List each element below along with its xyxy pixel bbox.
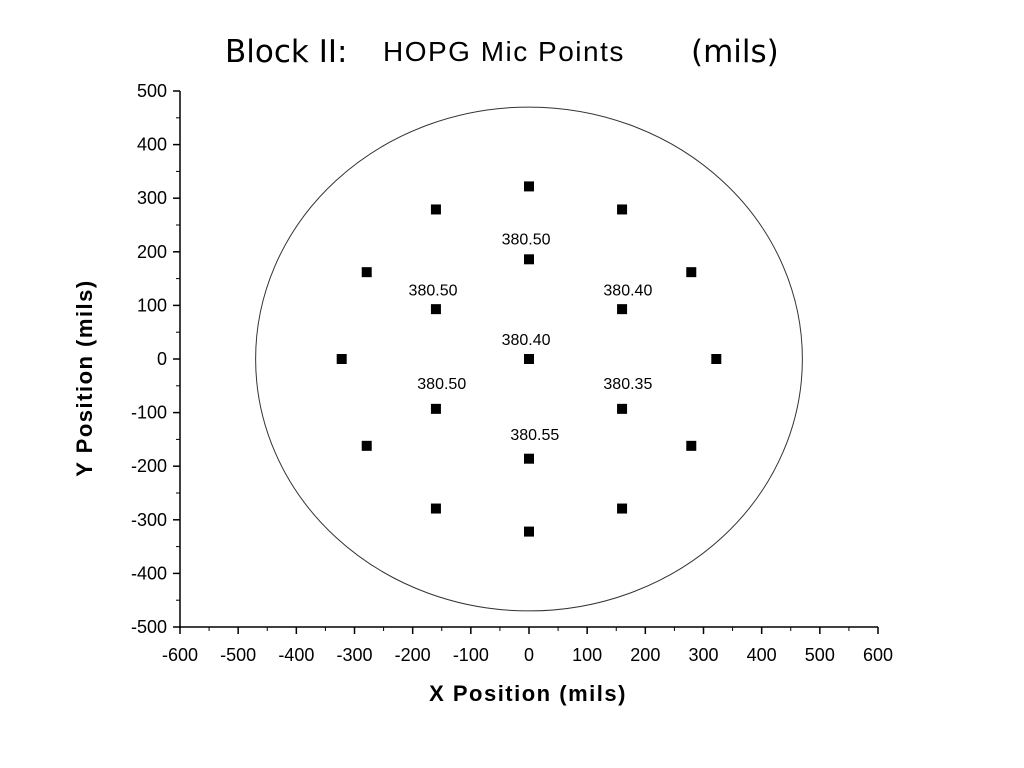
x-tick-label-2: -400 bbox=[278, 645, 314, 665]
title-part-block: Block II: bbox=[225, 34, 347, 70]
data-label-6: 380.55 bbox=[510, 427, 559, 444]
data-point-15 bbox=[524, 453, 534, 464]
wafer-circle bbox=[255, 106, 803, 612]
x-tick-label-10: 400 bbox=[747, 645, 777, 665]
title-part-units: (mils) bbox=[691, 34, 779, 70]
data-point-9 bbox=[524, 354, 534, 364]
title-part-hopg: HOPG Mic Points bbox=[383, 36, 625, 67]
data-point-11 bbox=[430, 403, 441, 414]
data-label-3: 380.40 bbox=[502, 332, 551, 349]
data-point-12 bbox=[617, 403, 628, 414]
data-point-17 bbox=[617, 503, 628, 514]
data-point-18 bbox=[524, 526, 534, 537]
data-point-7 bbox=[617, 304, 628, 315]
y-tick-label-4: 100 bbox=[137, 295, 167, 315]
x-tick-label-8: 200 bbox=[630, 645, 660, 665]
data-point-3 bbox=[524, 254, 534, 265]
y-tick-label-7: -200 bbox=[131, 456, 167, 476]
x-tick-label-6: 0 bbox=[524, 645, 534, 665]
data-label-4: 380.50 bbox=[417, 376, 466, 393]
y-tick-label-5: 0 bbox=[157, 349, 167, 369]
data-point-0 bbox=[524, 181, 534, 192]
data-point-2 bbox=[617, 204, 628, 215]
y-axis-title: Y Position (mils) bbox=[72, 279, 97, 476]
x-tick-label-0: -600 bbox=[162, 645, 198, 665]
plot-area: -600 -500 -400 -300 -200 -100 0 100 200 300 400 500… bbox=[131, 81, 893, 665]
x-tick-label-12: 600 bbox=[863, 645, 893, 665]
data-point-1 bbox=[430, 204, 441, 215]
data-point-4 bbox=[361, 267, 372, 278]
data-point-8 bbox=[336, 354, 347, 364]
y-tick-label-2: 300 bbox=[137, 188, 167, 208]
data-point-14 bbox=[686, 440, 697, 451]
y-tick-label-0: 500 bbox=[137, 81, 167, 101]
data-label-2: 380.40 bbox=[603, 282, 652, 299]
x-tick-label-3: -300 bbox=[336, 645, 372, 665]
data-point-5 bbox=[686, 267, 697, 278]
data-label-0: 380.50 bbox=[502, 231, 551, 248]
x-tick-label-9: 300 bbox=[688, 645, 718, 665]
data-point-6 bbox=[430, 304, 441, 315]
data-label-1: 380.50 bbox=[409, 282, 458, 299]
y-tick-label-1: 400 bbox=[137, 135, 167, 155]
x-axis-title: X Position (mils) bbox=[429, 681, 627, 706]
y-tick-label-3: 200 bbox=[137, 242, 167, 262]
x-tick-label-4: -200 bbox=[395, 645, 431, 665]
data-point-16 bbox=[430, 503, 441, 514]
data-label-5: 380.35 bbox=[603, 376, 652, 393]
x-tick-label-5: -100 bbox=[453, 645, 489, 665]
x-tick-label-1: -500 bbox=[220, 645, 256, 665]
y-tick-label-10: -500 bbox=[131, 617, 167, 637]
y-tick-label-9: -400 bbox=[131, 563, 167, 583]
chart-title: Block II: HOPG Mic Points (mils) bbox=[225, 34, 779, 70]
x-tick-label-7: 100 bbox=[572, 645, 602, 665]
y-tick-label-8: -300 bbox=[131, 510, 167, 530]
data-point-13 bbox=[361, 440, 372, 451]
data-point-10 bbox=[711, 354, 722, 364]
y-tick-label-6: -100 bbox=[131, 403, 167, 423]
x-tick-label-11: 500 bbox=[805, 645, 835, 665]
